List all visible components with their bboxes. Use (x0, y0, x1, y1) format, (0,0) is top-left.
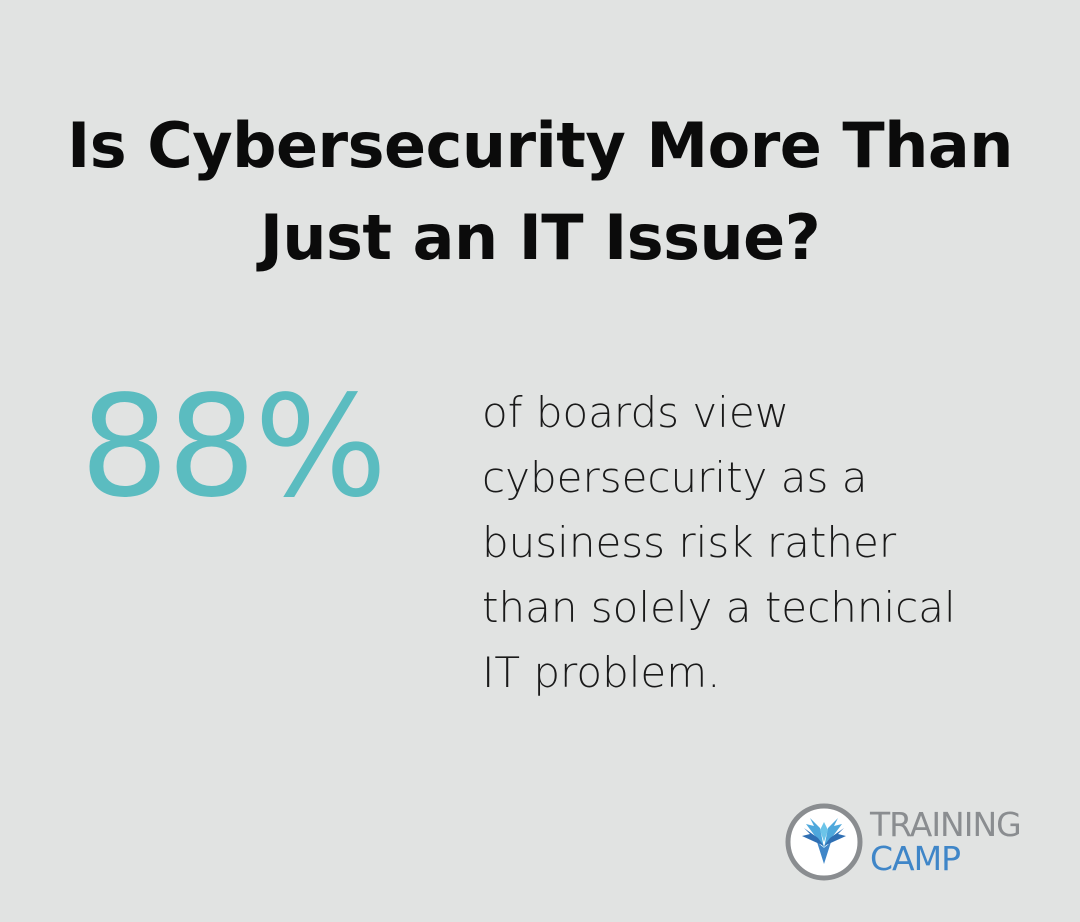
phoenix-emblem-icon (785, 803, 863, 881)
stat-percentage: 88% (80, 366, 387, 529)
page-title-line-1: Is Cybersecurity More Than (67, 109, 1013, 182)
stat-description-line: cybersecurity as a (482, 453, 868, 502)
page-title-line-2: Just an IT Issue? (259, 201, 821, 274)
stat-description-line: than solely a technical (482, 583, 956, 632)
stat-description-line: of boards view (482, 388, 790, 437)
page-title: Is Cybersecurity More Than Just an IT Is… (0, 100, 1080, 284)
logo-text-camp: CAMP (870, 839, 961, 878)
stat-description-line: business risk rather (482, 518, 897, 567)
training-camp-logo: TRAINING CAMP (784, 802, 1044, 882)
logo-wordmark: TRAINING CAMP (870, 805, 1022, 878)
logo-text-training: TRAINING (870, 805, 1022, 844)
stat-description: of boards view cybersecurity as a busine… (482, 380, 1002, 705)
stat-description-line: IT problem. (482, 648, 721, 697)
